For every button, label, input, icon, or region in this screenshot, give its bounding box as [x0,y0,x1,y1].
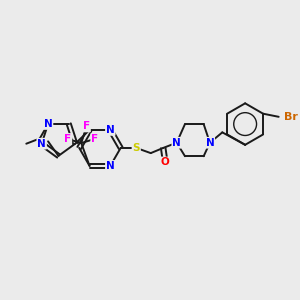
Text: N: N [172,138,181,148]
Text: O: O [161,158,170,167]
Text: F: F [83,122,90,131]
Text: S: S [133,143,140,153]
Text: F: F [64,134,71,144]
Text: F: F [91,134,98,144]
Text: Br: Br [284,112,298,122]
Text: N: N [106,125,115,135]
Text: N: N [206,138,214,148]
Text: N: N [37,139,46,149]
Text: N: N [106,161,115,171]
Text: N: N [44,119,52,129]
